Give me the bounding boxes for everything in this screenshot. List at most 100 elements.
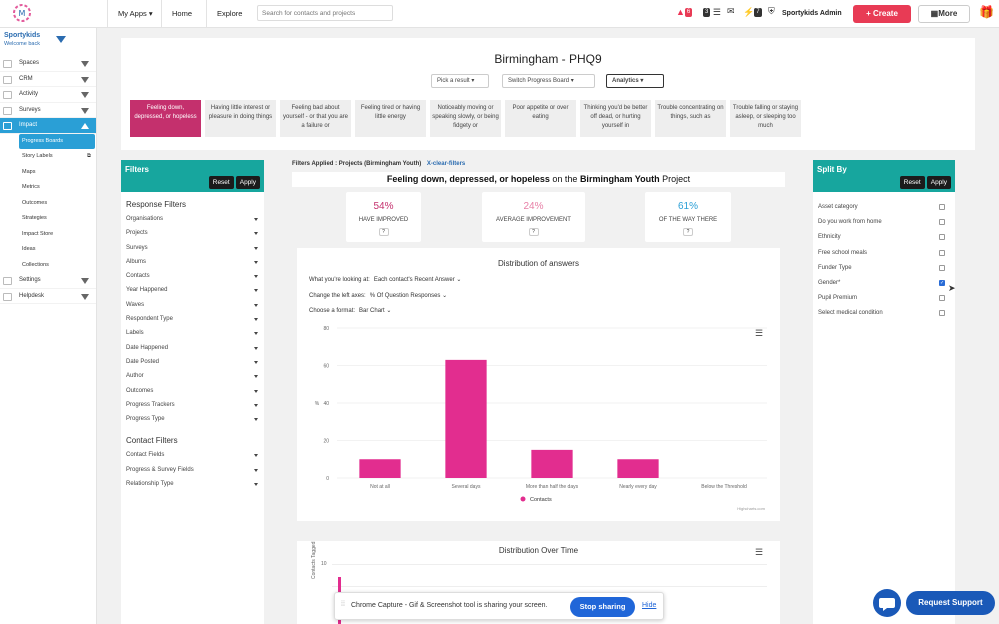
help-icon[interactable]: ? [378,228,389,236]
create-button[interactable]: + Create [853,5,911,23]
filter-dropdown[interactable]: Relationship Type [121,477,264,491]
filter-dropdown[interactable]: Date Happened [121,341,264,355]
filter-dropdown[interactable]: Progress Trackers [121,398,264,412]
split-checkbox[interactable] [939,204,945,210]
question-card[interactable]: Thinking you'd be better off dead, or hu… [580,100,651,137]
split-checkbox[interactable] [939,219,945,226]
bar[interactable] [531,449,573,478]
left-axes-select[interactable]: % Of Question Responses ⌄ [369,293,448,299]
chevron-down-icon[interactable] [81,92,89,98]
hide-share-bar-link[interactable]: Hide [642,602,657,609]
chat-icon[interactable] [873,589,901,617]
question-card[interactable]: Feeling down, depressed, or hopeless [130,100,201,137]
tasks-icon[interactable]: 3 ☰ [703,7,721,18]
sidebar-item-settings[interactable]: Settings [0,273,96,289]
filter-dropdown[interactable]: Waves [121,298,264,312]
chevron-up-icon[interactable] [81,123,89,129]
question-card[interactable]: Having little interest or pleasure in do… [205,100,276,137]
request-support-button[interactable]: Request Support [906,591,995,615]
filters-apply-button[interactable]: Apply [235,176,260,189]
app-logo-icon[interactable]: M [12,3,32,23]
filter-dropdown[interactable]: Respondent Type [121,312,264,326]
chevron-down-icon[interactable] [81,293,89,300]
split-option[interactable]: Funder Type [813,261,955,276]
filter-dropdown[interactable]: Projects [121,226,264,240]
sidebar-sub-outcomes[interactable]: Outcomes [22,199,48,206]
sidebar-item-surveys[interactable]: Surveys [0,103,96,118]
sidebar-item-helpdesk[interactable]: Helpdesk [0,289,96,304]
more-button[interactable]: ▦More [918,5,970,23]
bar[interactable] [359,459,401,478]
split-option[interactable]: Pupil Premium [813,291,955,306]
gift-icon[interactable]: 🎁 [979,5,994,19]
question-card[interactable]: Noticeably moving or speaking slowly, or… [430,100,501,137]
split-option[interactable]: Select medical condition [813,306,955,321]
filter-dropdown[interactable]: Labels [121,326,264,340]
filters-reset-button[interactable]: Reset [208,176,234,189]
filter-dropdown[interactable]: Contacts [121,269,264,283]
chevron-down-icon[interactable] [81,278,89,284]
split-checkbox[interactable] [939,264,945,271]
my-apps-menu[interactable]: My Apps ▾ [107,0,153,28]
looking-at-select[interactable]: Each contact's Recent Answer ⌄ [373,277,462,283]
filter-dropdown[interactable]: Author [121,369,264,383]
split-option[interactable]: Asset category [813,200,955,215]
help-icon[interactable]: ? [683,228,693,236]
split-option[interactable]: Gender* ✓ [813,276,955,291]
split-option[interactable]: Free school meals [813,246,955,261]
sidebar-sub-progress-boards[interactable]: Progress Boards [19,133,95,149]
sidebar-item-crm[interactable]: CRM [0,72,96,87]
filter-dropdown[interactable]: Outcomes [121,384,264,398]
filter-dropdown[interactable]: Albums [121,255,264,269]
split-option[interactable]: Ethnicity [813,230,955,245]
chevron-down-icon[interactable] [81,107,89,114]
pick-result-select[interactable]: Pick a result ▾ [431,74,489,88]
split-reset-button[interactable]: Reset [899,176,925,189]
filter-dropdown[interactable]: Date Posted [121,355,264,369]
sidebar-sub-story-labels[interactable]: Story Labels ⧉ [0,149,96,165]
explore-link[interactable]: Explore [206,0,242,28]
clear-filters-link[interactable]: X-clear-filters [426,161,466,167]
sidebar-sub-collections[interactable]: Collections [22,261,49,268]
filter-dropdown[interactable]: Progress & Survey Fields [121,463,264,477]
sidebar-sub-impact-store[interactable]: Impact Store [22,230,54,237]
chart-menu-icon[interactable]: ☰ [755,547,764,557]
stop-sharing-button[interactable]: Stop sharing [570,597,635,617]
filter-dropdown[interactable]: Surveys [121,241,264,255]
split-checkbox[interactable] [939,234,945,241]
switch-board-select[interactable]: Switch Progress Board ▾ [502,74,595,88]
bar[interactable] [617,459,659,478]
split-option[interactable]: Do you work from home [813,215,955,230]
format-select[interactable]: Bar Chart ⌄ [359,308,392,314]
question-card[interactable]: Poor appetite or over eating [505,100,576,137]
filter-dropdown[interactable]: Organisations [121,212,264,226]
filter-dropdown[interactable]: Year Happened [121,283,264,297]
sidebar-item-spaces[interactable]: Spaces [0,56,96,72]
home-link[interactable]: Home [161,0,192,28]
split-checkbox[interactable]: ✓ [939,279,945,286]
question-card[interactable]: Trouble concentrating on things, such as [655,100,726,137]
question-card[interactable]: Feeling tired or having little energy [355,100,426,137]
sidebar-sub-metrics[interactable]: Metrics [22,184,40,190]
split-checkbox[interactable] [939,310,945,317]
notifications-icon[interactable]: ▲ 6 [676,7,693,18]
sidebar-sub-maps[interactable]: Maps [22,168,36,175]
question-card[interactable]: Feeling bad about yourself - or that you… [280,100,351,137]
analytics-select[interactable]: Analytics ▾ [606,74,664,88]
question-card[interactable]: Trouble falling or staying asleep, or sl… [730,100,801,137]
split-apply-button[interactable]: Apply [926,176,951,189]
sidebar-sub-strategies[interactable]: Strategies [22,215,47,221]
filter-dropdown[interactable]: Progress Type [121,412,264,426]
legend-label[interactable]: Contacts [530,497,552,503]
org-switcher[interactable]: Sportykids Welcome back [0,28,96,56]
split-checkbox[interactable] [939,295,945,302]
mail-icon[interactable]: ✉ [727,6,735,16]
bar[interactable] [445,359,487,478]
split-checkbox[interactable] [939,249,945,256]
chevron-down-icon[interactable] [81,76,89,83]
sidebar-item-activity[interactable]: Activity [0,87,96,103]
sidebar-sub-ideas[interactable]: Ideas [22,246,36,252]
help-icon[interactable]: ? [528,228,539,236]
sidebar-item-impact[interactable]: Impact [0,118,96,134]
user-avatar-icon[interactable]: ⛨ [768,6,775,16]
